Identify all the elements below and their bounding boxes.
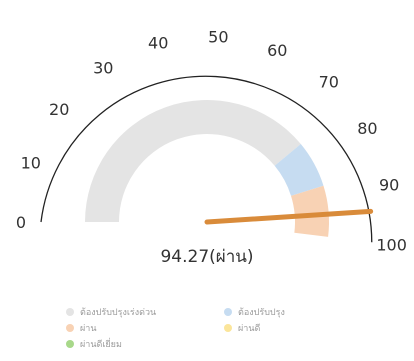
- tick-label: 20: [49, 100, 69, 119]
- tick-label: 80: [357, 119, 377, 138]
- legend-label: ผ่านดี: [238, 323, 260, 334]
- legend-label: ต้องปรับปรุงเร่งด่วน: [80, 307, 156, 318]
- legend-swatch: [66, 324, 74, 332]
- gauge-outer-arc: [40, 75, 373, 243]
- legend-item: ต้องปรับปรุงเร่งด่วน: [66, 307, 156, 318]
- legend-swatch: [224, 308, 232, 316]
- gauge-tick-labels: 0 10 20 30 40 50 60 70 80 90 100: [16, 27, 407, 254]
- gauge-bands: [85, 99, 329, 237]
- tick-label: 0: [16, 213, 26, 232]
- tick-label: 30: [93, 59, 113, 78]
- tick-label: 40: [148, 34, 168, 53]
- gauge-value-label: 94.27(ผ่าน): [160, 247, 253, 267]
- gauge-band-2: [291, 185, 329, 237]
- legend-label: ผ่านดีเยี่ยม: [80, 337, 122, 350]
- legend-item: ผ่านดีเยี่ยม: [66, 337, 122, 350]
- gauge-band-1: [274, 143, 324, 196]
- tick-label: 10: [21, 153, 41, 172]
- tick-label: 90: [379, 175, 399, 194]
- legend: ต้องปรับปรุงเร่งด่วน ต้องปรับปรุงผ่าน ผ่าน…: [66, 307, 285, 350]
- legend-item: ต้องปรับปรุง: [224, 307, 285, 318]
- legend-swatch: [66, 308, 74, 316]
- gauge-needle: [204, 208, 374, 225]
- legend-swatch: [66, 340, 74, 348]
- tick-label: 50: [208, 27, 228, 46]
- legend-item: ผ่าน: [66, 324, 96, 334]
- tick-label: 60: [267, 41, 287, 60]
- tick-label: 70: [319, 72, 339, 91]
- legend-label: ต้องปรับปรุง: [238, 307, 285, 318]
- legend-label: ผ่าน: [80, 324, 96, 334]
- legend-swatch: [224, 324, 232, 332]
- legend-item: ผ่านดี: [224, 323, 260, 334]
- gauge-band-0: [85, 99, 301, 222]
- tick-label: 100: [376, 236, 407, 255]
